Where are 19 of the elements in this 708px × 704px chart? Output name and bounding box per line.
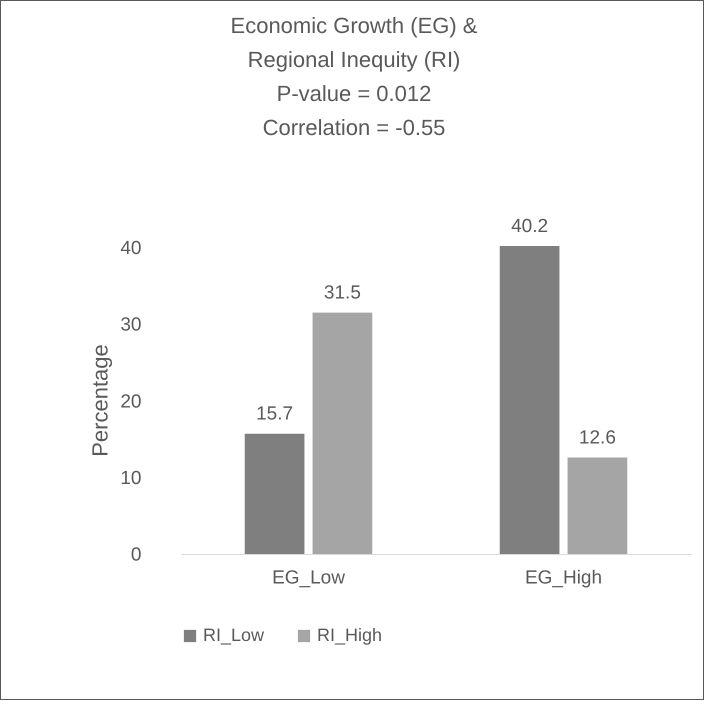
y-tick-label: 40 <box>120 238 142 260</box>
y-tick-label: 20 <box>120 391 142 412</box>
bar <box>500 246 560 554</box>
y-tick-label: 10 <box>120 468 142 489</box>
chart-title: Economic Growth (EG) & Regional Inequity (RI) P-value = 0.012 Correlation = -0.55 <box>230 13 478 140</box>
data-label: 12.6 <box>578 427 616 448</box>
y-tick-label: 0 <box>130 544 142 566</box>
bar <box>244 434 304 554</box>
legend-label: RI_High <box>317 625 382 645</box>
data-label: 40.2 <box>511 216 548 237</box>
data-label: 31.5 <box>324 282 361 304</box>
y-tick-label: 30 <box>120 314 142 336</box>
bar <box>312 312 372 554</box>
bar <box>568 457 628 554</box>
data-label: 15.7 <box>256 404 294 425</box>
x-tick-label: EG_Low <box>272 568 346 588</box>
legend-label: RI_Low <box>203 625 266 645</box>
y-axis-title: Percentage <box>87 344 112 457</box>
x-tick-label: EG_High <box>524 568 602 588</box>
